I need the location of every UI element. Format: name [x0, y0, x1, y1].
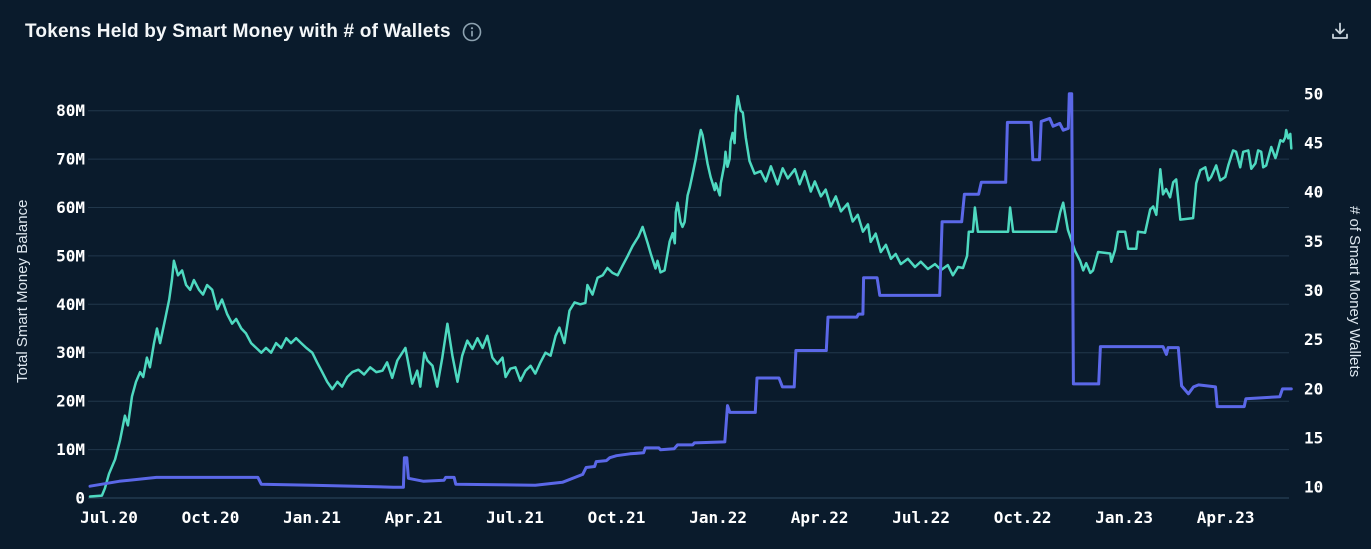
info-button[interactable] [461, 21, 483, 43]
wallets-line [88, 92, 1293, 489]
x-tick-label: Jul.20 [80, 508, 138, 527]
y-left-tick-label: 30M [56, 343, 85, 362]
y-left-tick-label: 80M [56, 101, 85, 120]
y-axis-left-ticks: 0 10M 20M 30M 40M 50M 60M 70M 80M [56, 101, 85, 507]
info-icon [462, 22, 482, 42]
x-tick-label: Oct.22 [994, 508, 1052, 527]
download-button[interactable] [1325, 16, 1355, 46]
x-tick-label: Jan.21 [283, 508, 341, 527]
gridlines [88, 110, 1289, 499]
y-left-tick-label: 40M [56, 295, 85, 314]
y-right-tick-label: 20 [1304, 379, 1323, 398]
x-tick-label: Apr.22 [791, 508, 849, 527]
y-right-tick-label: 25 [1304, 330, 1323, 349]
y-left-tick-label: 10M [56, 440, 85, 459]
x-tick-label: Apr.21 [385, 508, 443, 527]
y-right-tick-label: 45 [1304, 134, 1323, 153]
y-left-tick-label: 50M [56, 246, 85, 265]
x-axis-ticks: Jul.20 Oct.20 Jan.21 Apr.21 Jul.21 Oct.21 Jan.… [80, 508, 1254, 527]
y-left-tick-label: 60M [56, 198, 85, 217]
y-right-tick-label: 15 [1304, 429, 1323, 448]
chart-title: Tokens Held by Smart Money with # of Wal… [25, 21, 451, 42]
x-tick-label: Apr.23 [1197, 508, 1255, 527]
download-icon [1332, 22, 1348, 39]
y-right-tick-label: 10 [1304, 478, 1323, 497]
y-axis-title-right: # of Smart Money Wallets [1346, 205, 1363, 378]
balance-line [88, 94, 1293, 498]
chart-header: Tokens Held by Smart Money with # of Wal… [25, 14, 1351, 50]
y-axis-right-ticks: 10 15 20 25 30 35 40 45 50 [1304, 84, 1323, 496]
x-tick-label: Jan.22 [689, 508, 747, 527]
y-right-tick-label: 50 [1304, 84, 1323, 103]
x-tick-label: Oct.21 [588, 508, 646, 527]
y-right-tick-label: 40 [1304, 183, 1323, 202]
x-tick-label: Jul.22 [892, 508, 950, 527]
y-left-tick-label: 70M [56, 150, 85, 169]
x-tick-label: Jan.23 [1095, 508, 1153, 527]
y-right-tick-label: 30 [1304, 281, 1323, 300]
y-right-tick-label: 35 [1304, 232, 1323, 251]
x-tick-label: Oct.20 [182, 508, 240, 527]
y-left-tick-label: 0 [75, 489, 85, 508]
x-tick-label: Jul.21 [486, 508, 544, 527]
y-left-tick-label: 20M [56, 392, 85, 411]
